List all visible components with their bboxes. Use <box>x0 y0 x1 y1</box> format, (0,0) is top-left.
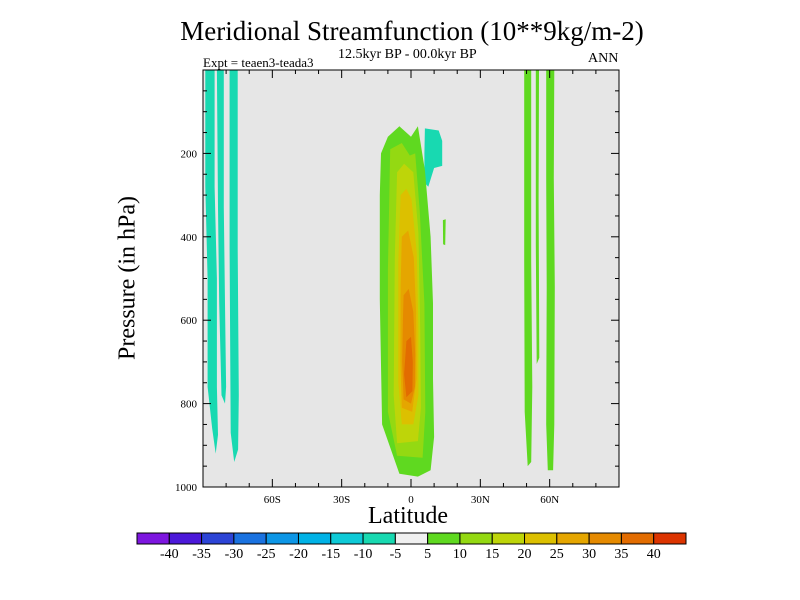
colorbar-label: 25 <box>550 547 564 562</box>
colorbar-box <box>620 532 655 545</box>
plot-frame <box>202 69 620 488</box>
contour-region-1 <box>216 70 227 404</box>
colorbar-label: 40 <box>647 547 661 562</box>
chart-subtitle: 12.5kyr BP - 00.0kyr BP <box>338 47 477 62</box>
colorbar-label: 15 <box>485 547 499 562</box>
colorbar-box <box>491 532 526 545</box>
colorbar-box <box>297 532 332 545</box>
colorbar-label: -30 <box>225 547 244 562</box>
colorbar-label: 30 <box>582 547 596 562</box>
contour-region-14 <box>404 336 413 398</box>
contour-region-3 <box>424 128 443 187</box>
colorbar-label: 10 <box>453 547 467 562</box>
x-tick-label: 30S <box>333 494 350 506</box>
x-tick-label: 0 <box>408 494 414 506</box>
contour-region-2 <box>229 70 239 462</box>
colorbar-box <box>362 532 396 545</box>
colorbar-label: -20 <box>289 547 308 562</box>
colorbar-box <box>394 532 429 545</box>
colorbar-label: -5 <box>390 547 402 562</box>
axis-ticks: 60S 30S 0 30N 60N 200 400 600 800 1000 <box>175 70 619 506</box>
y-tick-label: 800 <box>181 399 198 411</box>
colorbar-box <box>653 532 687 545</box>
y-tick-label: 400 <box>181 232 198 244</box>
experiment-label: Expt = teaen3-teada3 <box>203 55 314 70</box>
contour-region-6 <box>524 70 533 467</box>
x-tick-label: 60N <box>540 494 559 506</box>
colorbar-label: 20 <box>518 547 532 562</box>
colorbar-box <box>427 532 461 545</box>
contour-region-5 <box>442 219 446 246</box>
colorbar-box <box>233 532 267 545</box>
x-axis-label: Latitude <box>368 503 448 529</box>
chart-title: Meridional Streamfunction (10**9kg/m-2) <box>180 16 644 46</box>
colorbar-box <box>524 532 558 545</box>
colorbar-label: -40 <box>160 547 179 562</box>
y-tick-label: 200 <box>181 148 198 160</box>
colorbar-label: 35 <box>614 547 628 562</box>
colorbar: -40 -35 -30 -25 -20 -15 -10 -5 5 10 15 20 25 30 35 40 <box>136 532 687 562</box>
contour-region-0 <box>205 70 218 454</box>
colorbar-label: -35 <box>192 547 211 562</box>
colorbar-box <box>459 532 493 545</box>
contour-region-8 <box>546 70 555 471</box>
colorbar-box <box>556 532 590 545</box>
colorbar-label: -25 <box>257 547 276 562</box>
colorbar-box <box>168 532 203 545</box>
contour-fills <box>205 70 555 477</box>
x-tick-label: 30N <box>471 494 490 506</box>
colorbar-label: -15 <box>321 547 340 562</box>
season-label: ANN <box>588 51 619 66</box>
y-tick-label: 600 <box>181 315 198 327</box>
x-tick-label: 60S <box>264 494 281 506</box>
colorbar-box <box>201 532 235 545</box>
colorbar-box <box>265 532 299 545</box>
y-tick-label: 1000 <box>175 482 198 494</box>
colorbar-label: -10 <box>354 547 373 562</box>
colorbar-box <box>588 532 622 545</box>
colorbar-label: 5 <box>424 547 431 562</box>
contour-region-7 <box>535 70 540 364</box>
colorbar-box <box>330 532 364 545</box>
colorbar-box <box>136 532 170 545</box>
